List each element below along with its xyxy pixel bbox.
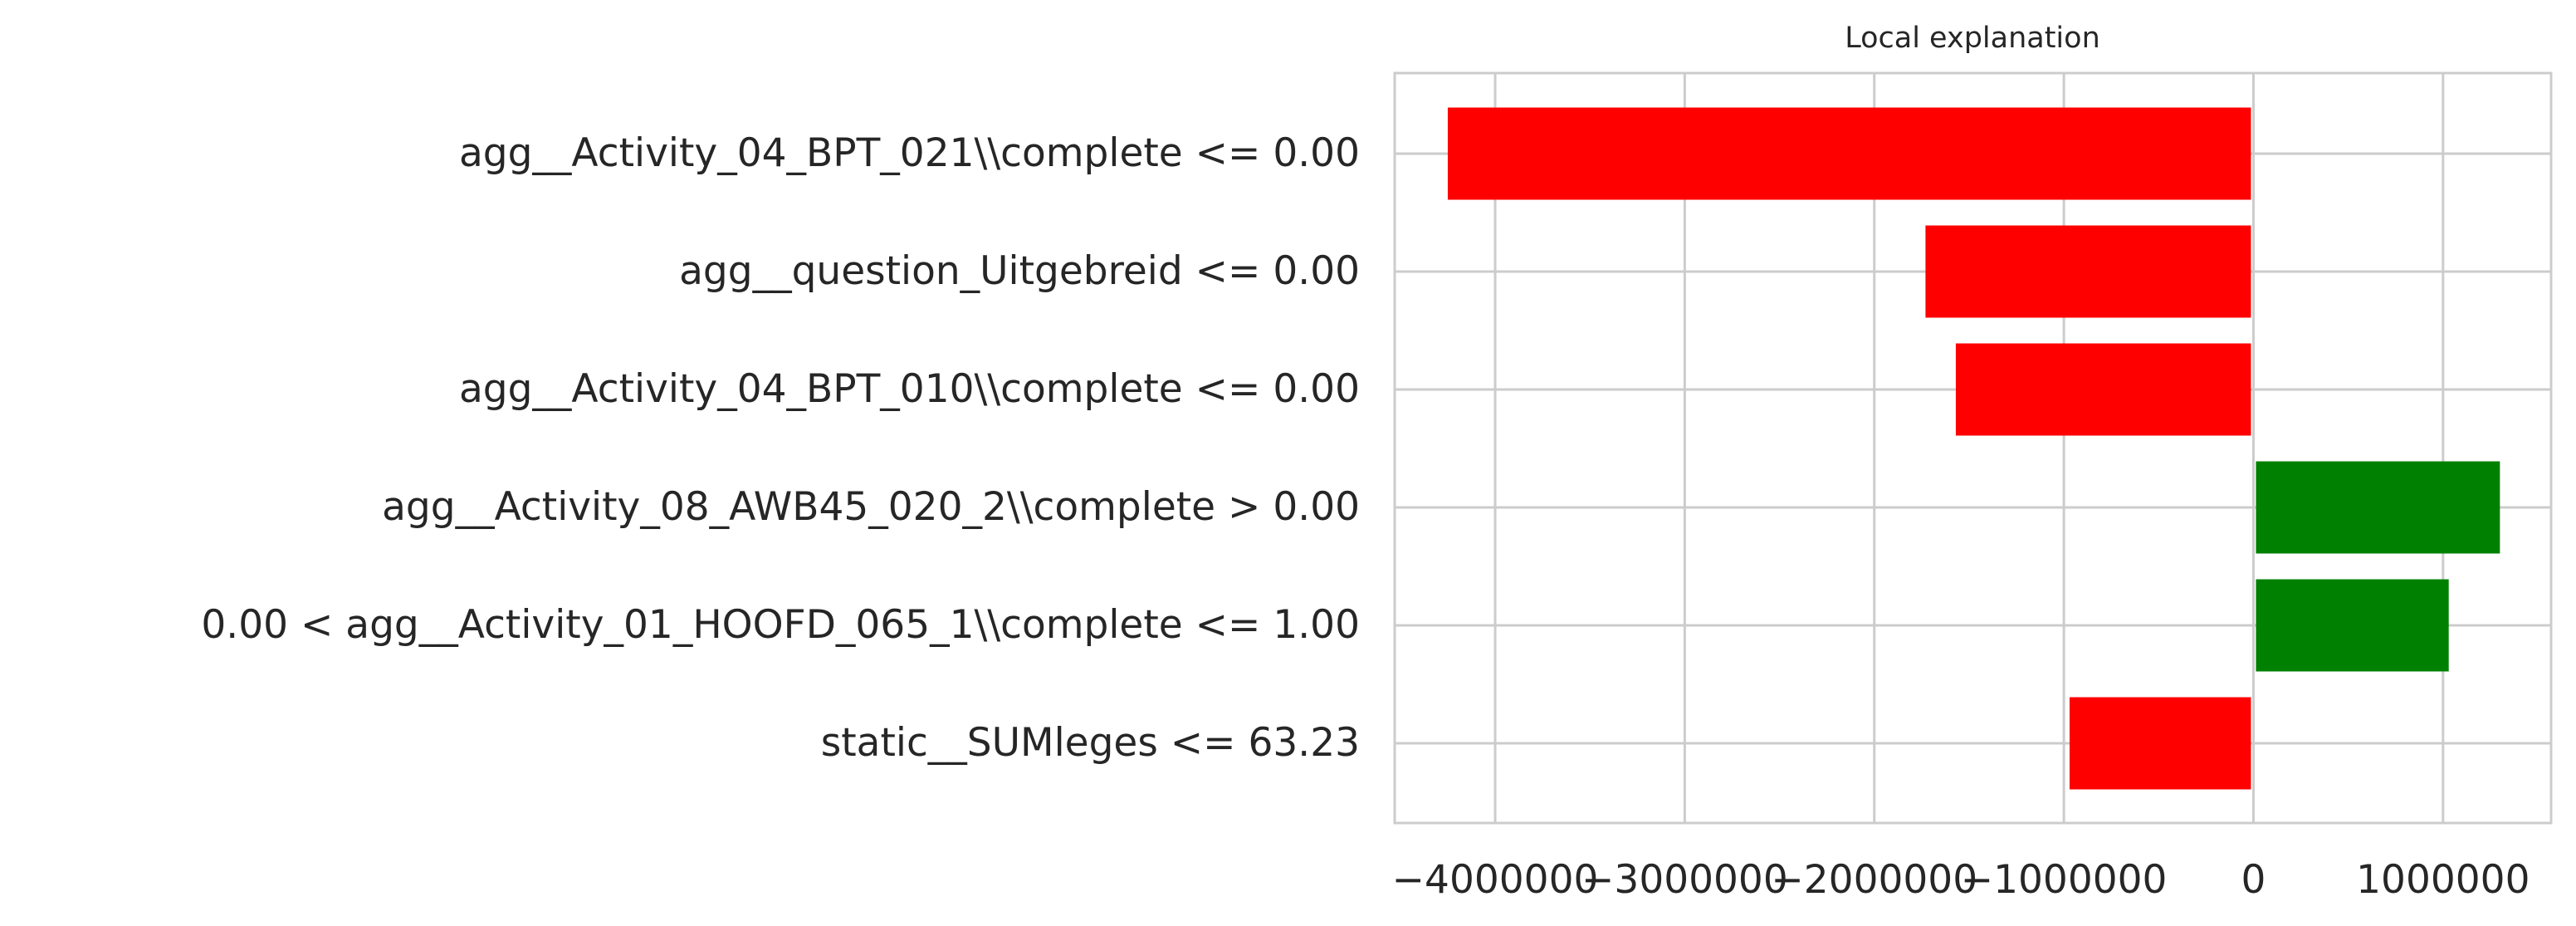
x-tick-label-1: −3000000: [1581, 857, 1788, 903]
x-tick-label-0: −4000000: [1392, 857, 1599, 903]
bar-5: [2069, 697, 2251, 790]
bar-0: [1447, 107, 2251, 200]
x-tick-label-5: 1000000: [2356, 857, 2530, 903]
x-tick-labels: −4000000−3000000−2000000−1000000 0 1000000: [1392, 857, 2530, 903]
x-tick-label-4: 0: [2241, 857, 2266, 903]
chart-title: Local explanation: [1845, 22, 2100, 55]
x-tick-label-3: −1000000: [1961, 857, 2168, 903]
category-label-5: static__SUMleges <= 63.23: [821, 720, 1360, 766]
bar-4: [2256, 579, 2449, 672]
category-label-3: agg__Activity_08_AWB45_020_2\\complete >…: [382, 484, 1360, 530]
bar-3: [2256, 461, 2500, 554]
plot-frame: [1393, 71, 2553, 825]
bar-2: [1955, 343, 2251, 436]
bar-1: [1925, 225, 2251, 318]
category-label-1: agg__question_Uitgebreid <= 0.00: [679, 248, 1360, 294]
category-label-2: agg__Activity_04_BPT_010\\complete <= 0.…: [459, 366, 1360, 412]
x-tick-label-2: −2000000: [1771, 857, 1977, 903]
bars: [1447, 107, 2500, 790]
category-label-0: agg__Activity_04_BPT_021\\complete <= 0.…: [459, 130, 1360, 176]
category-label-4: 0.00 < agg__Activity_01_HOOFD_065_1\\com…: [201, 602, 1360, 648]
category-labels: agg__Activity_04_BPT_021\\complete <= 0.…: [201, 130, 1360, 766]
